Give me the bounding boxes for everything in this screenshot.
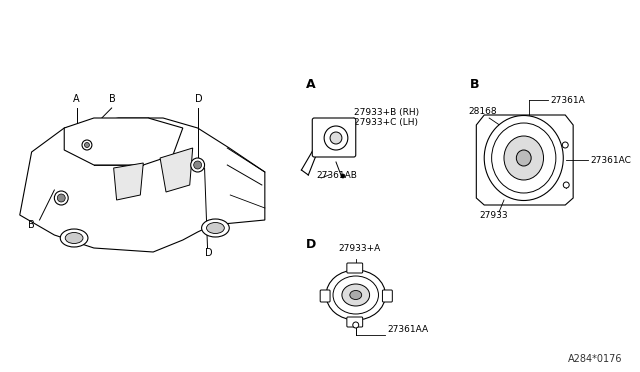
- Text: A: A: [307, 78, 316, 91]
- Polygon shape: [20, 118, 265, 252]
- Circle shape: [54, 191, 68, 205]
- Ellipse shape: [65, 232, 83, 244]
- Ellipse shape: [207, 222, 225, 234]
- Ellipse shape: [516, 150, 531, 166]
- Text: B: B: [109, 94, 115, 104]
- Ellipse shape: [60, 229, 88, 247]
- Text: 27361AB: 27361AB: [316, 171, 357, 180]
- Circle shape: [84, 142, 90, 148]
- Polygon shape: [114, 163, 143, 200]
- Text: 27933+A: 27933+A: [338, 244, 380, 253]
- Ellipse shape: [333, 276, 378, 314]
- Circle shape: [194, 161, 202, 169]
- FancyBboxPatch shape: [312, 118, 356, 157]
- Ellipse shape: [342, 284, 369, 306]
- Circle shape: [191, 158, 205, 172]
- FancyBboxPatch shape: [347, 317, 363, 327]
- Text: 27933+C (LH): 27933+C (LH): [354, 118, 418, 127]
- FancyBboxPatch shape: [383, 290, 392, 302]
- Polygon shape: [160, 148, 193, 192]
- Text: B: B: [469, 78, 479, 91]
- Ellipse shape: [202, 219, 229, 237]
- Circle shape: [341, 174, 345, 178]
- Text: 28168: 28168: [468, 107, 497, 116]
- Text: D: D: [205, 248, 212, 258]
- Circle shape: [563, 182, 569, 188]
- Ellipse shape: [326, 270, 385, 320]
- Text: 27361A: 27361A: [550, 96, 585, 105]
- Circle shape: [82, 140, 92, 150]
- Circle shape: [58, 194, 65, 202]
- Circle shape: [324, 126, 348, 150]
- Text: B: B: [28, 220, 35, 230]
- Text: 27933+B (RH): 27933+B (RH): [354, 108, 419, 117]
- Text: 27361AA: 27361AA: [387, 325, 429, 334]
- Circle shape: [353, 322, 358, 328]
- Ellipse shape: [350, 291, 362, 299]
- Text: 27361AC: 27361AC: [590, 156, 631, 165]
- Ellipse shape: [492, 123, 556, 193]
- Circle shape: [563, 142, 568, 148]
- Polygon shape: [64, 118, 183, 165]
- Ellipse shape: [484, 115, 563, 201]
- FancyBboxPatch shape: [320, 290, 330, 302]
- Ellipse shape: [504, 136, 543, 180]
- Text: D: D: [195, 94, 202, 104]
- FancyBboxPatch shape: [347, 263, 363, 273]
- Text: A284*0176: A284*0176: [568, 354, 623, 364]
- Text: 27933: 27933: [479, 211, 508, 220]
- Text: A: A: [73, 94, 80, 104]
- Circle shape: [330, 132, 342, 144]
- Text: D: D: [307, 238, 317, 251]
